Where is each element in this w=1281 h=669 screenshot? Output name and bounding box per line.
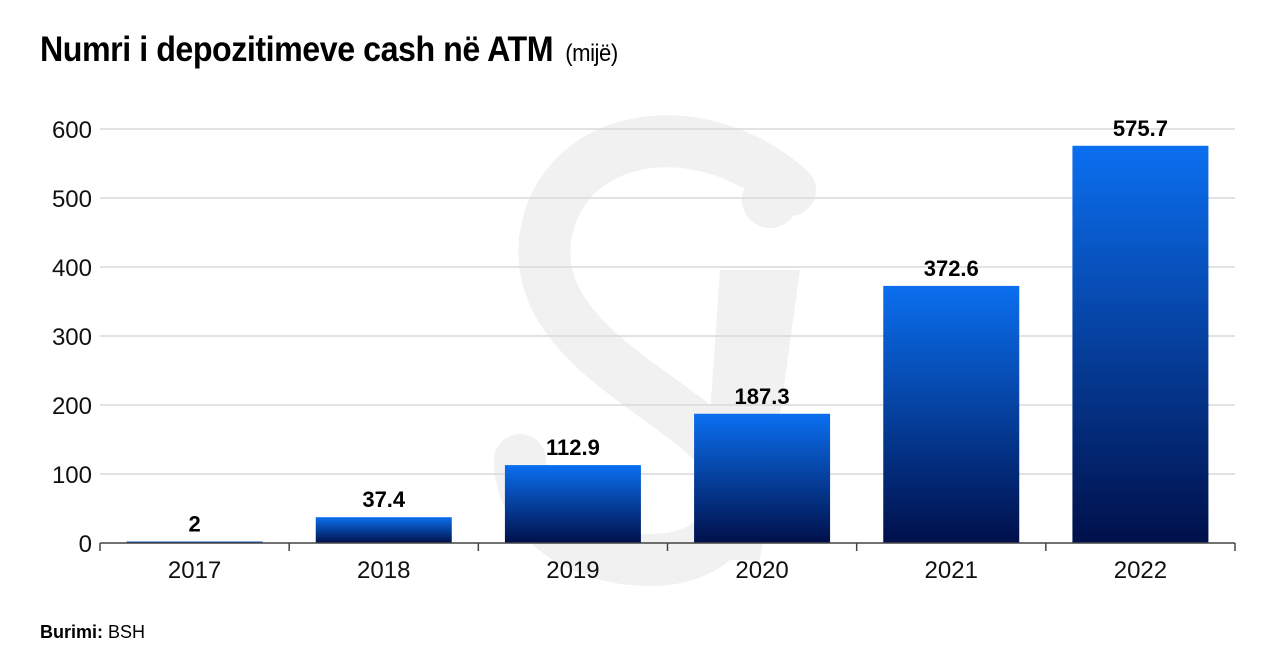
y-tick-label: 100: [52, 462, 92, 489]
bar-2020: [694, 413, 831, 543]
data-label-2017: 2: [188, 512, 200, 537]
y-tick-label: 0: [79, 531, 92, 558]
chart-title: Numri i depozitimeve cash në ATM (mijë): [40, 30, 618, 70]
x-axis: [99, 542, 1236, 551]
source-value: BSH: [108, 622, 146, 642]
y-tick-label: 300: [52, 324, 92, 351]
y-tick-label: 500: [52, 186, 92, 213]
chart-unit: (mijë): [565, 40, 618, 67]
data-labels: 2 37.4 112.9 187.3 372.6 575.7: [188, 116, 1167, 537]
x-tick-label: 2019: [546, 557, 599, 584]
y-tick-label: 200: [52, 393, 92, 420]
data-label-2021: 372.6: [924, 256, 979, 281]
bar-2021: [883, 285, 1020, 543]
bars: [126, 145, 1209, 543]
grid-lines: [100, 128, 1235, 475]
x-tick-label: 2021: [925, 557, 978, 584]
bar-2019: [504, 465, 641, 543]
x-tick-label: 2022: [1114, 557, 1167, 584]
y-axis-ticks: 0 100 200 300 400 500 600: [52, 117, 92, 558]
data-label-2018: 37.4: [362, 487, 406, 512]
x-tick-label: 2018: [357, 557, 410, 584]
data-label-2022: 575.7: [1113, 116, 1168, 141]
x-tick-label: 2020: [735, 557, 788, 584]
data-label-2020: 187.3: [735, 384, 790, 409]
x-tick-label: 2017: [168, 557, 221, 584]
y-tick-label: 600: [52, 117, 92, 144]
bar-2022: [1072, 145, 1209, 543]
y-tick-label: 400: [52, 255, 92, 282]
source-label: Burimi:: [40, 622, 103, 642]
x-axis-ticks: 2017 2018 2019 2020 2021 2022: [168, 557, 1167, 584]
chart-title-text: Numri i depozitimeve cash në ATM: [40, 30, 554, 69]
source-note: Burimi: BSH: [40, 622, 145, 643]
bar-2018: [315, 517, 452, 543]
data-label-2019: 112.9: [546, 435, 600, 460]
